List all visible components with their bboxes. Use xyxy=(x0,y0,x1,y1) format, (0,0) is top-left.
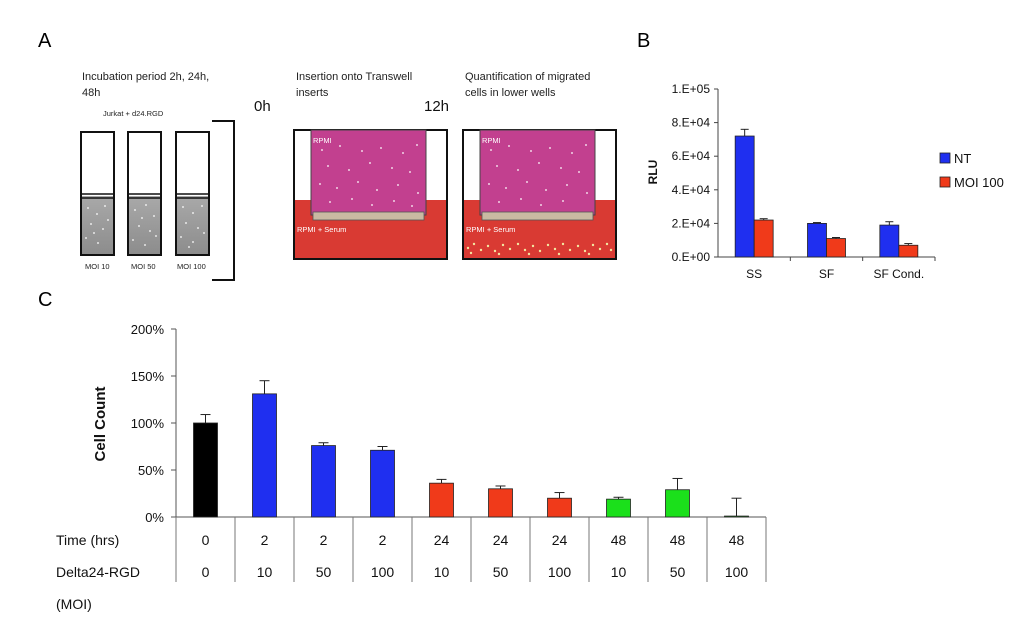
panel-c-ytick-label: 200% xyxy=(131,322,165,337)
panel-c-ytick-label: 50% xyxy=(138,463,164,478)
well-1-lower-label: RPMI + Serum xyxy=(297,225,346,234)
panel-c-bar xyxy=(665,489,690,518)
panel-b-bar xyxy=(753,219,774,258)
panel-c-bars xyxy=(193,380,749,518)
table-moi-cell: 10 xyxy=(257,564,273,580)
panel-c-bar xyxy=(429,482,454,518)
table-time-cell: 2 xyxy=(379,532,387,548)
panel-b-bar xyxy=(807,222,827,258)
table-time-cell: 24 xyxy=(434,532,450,548)
panel-c-ytick-label: 100% xyxy=(131,416,165,431)
panel-c-bar xyxy=(252,393,277,518)
table-moi-cell: 100 xyxy=(725,564,749,580)
panel-c-bar xyxy=(193,422,218,518)
panel-b-ylabel: RLU xyxy=(646,160,660,185)
panel-c-ylabel: Cell Count xyxy=(92,387,109,462)
panel-b-ytick-label: 8.E+04 xyxy=(672,116,711,130)
panel-c-bar xyxy=(547,497,572,518)
step2-text-line1: Insertion onto Transwell xyxy=(296,71,412,83)
panel-c-bar xyxy=(311,445,336,518)
panel-c-bar xyxy=(724,515,749,518)
table-moi-cell: 10 xyxy=(611,564,627,580)
table-moi-cell: 100 xyxy=(371,564,395,580)
table-moi-cell: 50 xyxy=(316,564,332,580)
step1-text-line2: 48h xyxy=(82,87,100,99)
table-time-cell: 2 xyxy=(261,532,269,548)
panel-c-bar xyxy=(488,488,513,518)
tube-1 xyxy=(80,131,115,256)
tube-2-label: MOI 50 xyxy=(131,262,156,271)
panel-c-ytick-label: 150% xyxy=(131,369,165,384)
panel-b-bar xyxy=(734,135,755,258)
table-moi-cell: 10 xyxy=(434,564,450,580)
step3-text-line2: cells in lower wells xyxy=(465,87,556,99)
panel-b-legend-swatch xyxy=(939,152,951,164)
table-time-cell: 48 xyxy=(670,532,686,548)
table-time-cell: 2 xyxy=(320,532,328,548)
panel-b-legend-swatch xyxy=(939,176,951,188)
table-moi-cell: 50 xyxy=(670,564,686,580)
table-row1-label: Time (hrs) xyxy=(56,532,119,548)
panel-a: A Incubation period 2h, 24h, 48h Jurkat … xyxy=(38,30,617,281)
step3-text-line1: Quantification of migrated xyxy=(465,71,590,83)
panel-b-ytick-label: 1.E+05 xyxy=(672,82,711,96)
table-moi-cell: 50 xyxy=(493,564,509,580)
panel-c-bar xyxy=(606,498,631,518)
panel-c-bar xyxy=(370,449,395,518)
transwell-2: RPMI RPMI + Serum xyxy=(462,129,617,260)
panel-b-ytick-label: 4.E+04 xyxy=(672,183,711,197)
panel-c: C Cell Count 0% 50% 100% 150% 200% Time (hrs… xyxy=(38,289,767,612)
well-1-upper-label: RPMI xyxy=(313,136,332,145)
panel-b-bars xyxy=(734,128,919,258)
tube-3-label: MOI 100 xyxy=(177,262,206,271)
panel-b-legend-label: MOI 100 xyxy=(954,175,1004,190)
table-row2-label: Delta24-RGD xyxy=(56,564,140,580)
table-time-cell: 48 xyxy=(729,532,745,548)
panel-b-ytick-label: 2.E+04 xyxy=(672,216,711,230)
table-time-cell: 48 xyxy=(611,532,627,548)
panel-c-ytick-label: 0% xyxy=(145,510,164,525)
panel-b-category-label: SS xyxy=(746,267,762,281)
panel-b-bar xyxy=(879,224,900,258)
bracket xyxy=(212,120,235,281)
table-time-cell: 24 xyxy=(552,532,568,548)
panel-b-category-label: SF Cond. xyxy=(873,267,924,281)
panel-b-letter: B xyxy=(637,30,650,52)
tube-group-label: Jurkat + d24.RGD xyxy=(103,109,164,118)
panel-b-bar xyxy=(898,244,919,258)
well-2-lower-label: RPMI + Serum xyxy=(466,225,515,234)
table-row3-label: (MOI) xyxy=(56,596,92,612)
panel-b-category-label: SF xyxy=(819,267,834,281)
panel-a-letter: A xyxy=(38,30,52,52)
table-moi-cell: 0 xyxy=(202,564,210,580)
transwell-1: RPMI RPMI + Serum xyxy=(293,129,448,260)
panel-b-ytick-label: 6.E+04 xyxy=(672,149,711,163)
time-12h: 12h xyxy=(424,98,449,115)
panel-b-ytick-label: 0.E+00 xyxy=(672,250,711,264)
tube-2 xyxy=(127,131,162,256)
panel-b: B RLU 0.E+00 2.E+04 4.E+04 6.E+04 8.E+04 1.E+… xyxy=(637,30,1004,281)
panel-b-legend: NT MOI 100 xyxy=(939,151,1004,190)
step2-text-line2: inserts xyxy=(296,87,329,99)
panel-c-letter: C xyxy=(38,289,52,311)
table-moi-cell: 100 xyxy=(548,564,572,580)
panel-b-legend-label: NT xyxy=(954,151,971,166)
table-time-cell: 24 xyxy=(493,532,509,548)
tube-3 xyxy=(175,131,210,256)
step1-text-line1: Incubation period 2h, 24h, xyxy=(82,71,209,83)
panel-b-bar xyxy=(826,238,846,258)
tube-1-label: MOI 10 xyxy=(85,262,110,271)
table-time-cell: 0 xyxy=(202,532,210,548)
panel-c-table: Time (hrs) Delta24-RGD (MOI) 0 2 2 2 24 24 24 48 48… xyxy=(56,517,767,612)
time-0h: 0h xyxy=(254,98,271,115)
well-2-upper-label: RPMI xyxy=(482,136,501,145)
